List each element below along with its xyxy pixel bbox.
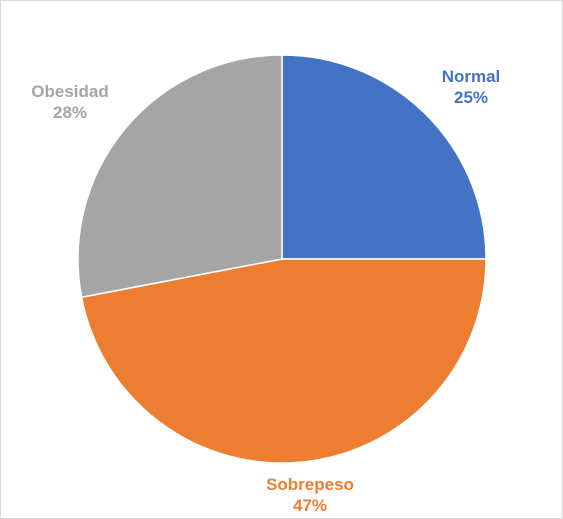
pie-slice-obesidad bbox=[77, 54, 283, 298]
slice-percent-label-obesidad: 28% bbox=[53, 103, 87, 122]
slice-name-label-sobrepeso: Sobrepeso bbox=[266, 475, 354, 494]
pie-slices bbox=[77, 54, 487, 464]
slice-percent-label-normal: 25% bbox=[454, 88, 488, 107]
pie-slice-normal bbox=[281, 54, 487, 260]
slice-percent-label-sobrepeso: 47% bbox=[293, 496, 327, 515]
slice-name-label-obesidad: Obesidad bbox=[31, 82, 108, 101]
slice-name-label-normal: Normal bbox=[442, 67, 501, 86]
pie-labels: Normal 25% Sobrepeso 47% Obesidad 28% bbox=[31, 67, 500, 515]
pie-slice-sobrepeso bbox=[80, 258, 487, 464]
